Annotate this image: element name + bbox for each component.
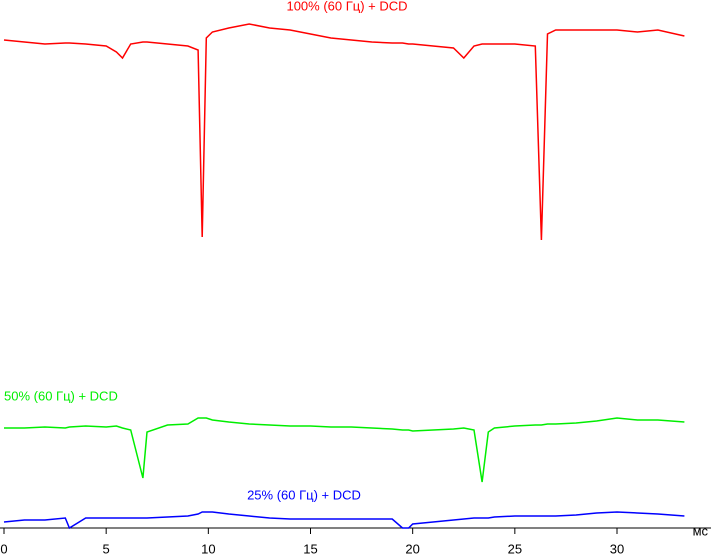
- x-tick-label: 20: [405, 541, 419, 556]
- x-tick-label: 15: [303, 541, 317, 556]
- x-tick-label: 30: [610, 541, 624, 556]
- series-label: 100% (60 Гц) + DCD: [286, 0, 407, 13]
- x-tick-label: 10: [201, 541, 215, 556]
- x-tick-label: 5: [103, 541, 110, 556]
- series-line: [3, 511, 685, 530]
- x-axis-label: мс: [693, 523, 709, 538]
- series-label: 50% (60 Гц) + DCD: [4, 388, 118, 403]
- x-tick-label: 25: [508, 541, 522, 556]
- series-label: 25% (60 Гц) + DCD: [247, 487, 361, 502]
- series-line: [4, 417, 685, 483]
- series-line: [3, 23, 685, 241]
- x-tick-label: 0: [0, 541, 7, 556]
